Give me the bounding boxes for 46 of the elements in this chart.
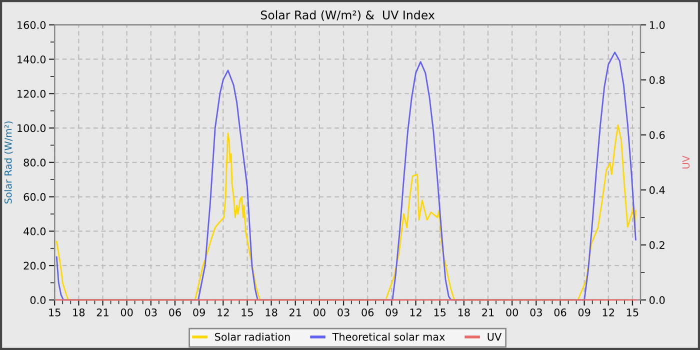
y2-tick-label: 0.8 xyxy=(650,76,665,84)
x-tick-label: 03 xyxy=(530,308,542,316)
legend-label: Theoretical solar max xyxy=(332,332,445,341)
x-tick-label: 00 xyxy=(314,308,326,316)
x-tick-label: 15 xyxy=(242,308,253,316)
legend-label: UV xyxy=(488,333,502,341)
x-tick-label: 06 xyxy=(169,308,181,316)
y-tick-label: 20.0 xyxy=(24,262,46,270)
x-tick-label: 09 xyxy=(386,308,398,316)
x-tick-label: 18 xyxy=(266,308,278,316)
y2-tick-label: 0.6 xyxy=(650,131,665,139)
y2-axis-title: UV xyxy=(682,156,690,168)
x-tick-label: 00 xyxy=(506,308,518,316)
x-tick-label: 21 xyxy=(482,308,494,316)
y-tick-label: 100.0 xyxy=(18,124,46,132)
y2-tick-label: 0.0 xyxy=(650,296,665,304)
x-tick-label: 00 xyxy=(120,308,133,316)
legend-label: Solar radiation xyxy=(215,332,290,341)
x-tick-label: 06 xyxy=(362,308,374,316)
y-tick-label: 160.0 xyxy=(18,21,46,29)
x-tick-label: 09 xyxy=(193,308,205,316)
x-tick-label: 12 xyxy=(410,308,422,316)
x-tick-label: 06 xyxy=(554,308,566,316)
x-tick-label: 12 xyxy=(218,308,229,316)
x-tick-label: 15 xyxy=(434,308,446,316)
x-tick-label: 15 xyxy=(49,308,60,316)
x-tick-label: 03 xyxy=(338,308,350,316)
y-tick-label: 0.0 xyxy=(30,296,46,304)
x-tick-label: 12 xyxy=(602,308,614,316)
y-axis-title: Solar Rad (W/m²) xyxy=(4,122,13,204)
y-tick-label: 140.0 xyxy=(18,55,46,64)
y2-tick-label: 0.2 xyxy=(650,241,664,250)
y-tick-label: 60.0 xyxy=(24,193,46,201)
y-tick-label: 40.0 xyxy=(24,227,46,236)
x-tick-label: 03 xyxy=(144,308,157,316)
x-tick-label: 21 xyxy=(290,308,302,316)
y2-tick-label: 0.4 xyxy=(650,186,665,194)
chart-title: Solar Rad (W/m²) & UV Index xyxy=(260,10,435,21)
x-tick-label: 18 xyxy=(458,308,470,316)
x-tick-label: 21 xyxy=(96,308,108,316)
x-tick-label: 09 xyxy=(578,308,590,316)
x-tick-label: 15 xyxy=(626,308,638,316)
y-tick-label: 120.0 xyxy=(18,90,46,98)
x-tick-label: 18 xyxy=(73,308,85,316)
y-tick-label: 80.0 xyxy=(24,158,46,167)
y2-tick-label: 1.0 xyxy=(650,21,665,29)
